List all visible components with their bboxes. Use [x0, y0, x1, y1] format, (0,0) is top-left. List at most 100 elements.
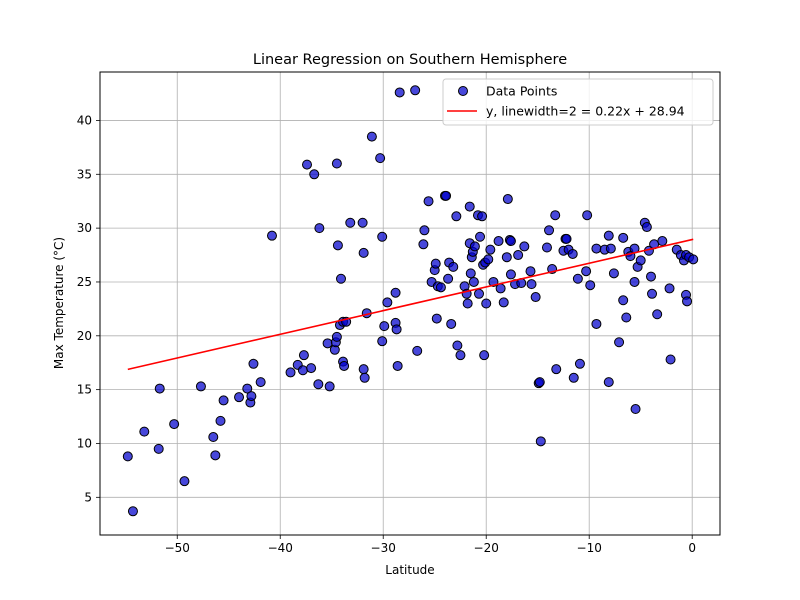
data-point [345, 217, 356, 228]
data-point [544, 225, 555, 236]
data-point [455, 350, 466, 361]
data-point [614, 337, 625, 348]
data-point [127, 506, 138, 517]
data-point [298, 350, 309, 361]
x-tick-label: −10 [577, 541, 602, 555]
data-point [215, 415, 226, 426]
data-point [513, 250, 524, 261]
data-point [266, 230, 277, 241]
data-point [451, 211, 462, 222]
y-tick-label: 10 [77, 436, 92, 450]
data-point [331, 158, 342, 169]
data-point [645, 271, 656, 282]
data-point [332, 240, 343, 251]
x-tick-label: −50 [165, 541, 190, 555]
data-point [585, 280, 596, 291]
data-point [629, 276, 640, 287]
data-point [195, 381, 206, 392]
regression-line [127, 238, 694, 371]
data-point [443, 273, 454, 284]
data-point [465, 268, 476, 279]
x-tick-label: 0 [688, 541, 696, 555]
data-point [505, 236, 516, 247]
data-point [462, 298, 473, 309]
data-point [391, 324, 402, 335]
data-point [682, 296, 693, 307]
data-point [630, 404, 641, 415]
data-point [314, 223, 325, 234]
y-axis-title: Max Temperature (°C) [52, 237, 66, 369]
data-point [313, 379, 324, 390]
x-tick-label: −30 [371, 541, 396, 555]
data-point [302, 159, 313, 170]
data-point [377, 336, 388, 347]
plot-frame [99, 71, 721, 536]
data-point [635, 255, 646, 266]
data-point [464, 201, 475, 212]
data-point [664, 283, 675, 294]
data-point [430, 258, 441, 269]
x-tick-label: −20 [474, 541, 499, 555]
data-point [255, 377, 266, 388]
y-tick-label: 5 [84, 490, 92, 504]
data-point [541, 242, 552, 253]
data-point [477, 211, 488, 222]
data-point [498, 297, 509, 308]
data-point [591, 318, 602, 329]
data-point [493, 236, 504, 247]
legend-label-regression-line: y, linewidth=2 = 0.22x + 28.94 [486, 104, 685, 119]
data-point [208, 432, 219, 443]
legend-box [442, 78, 714, 126]
data-point [379, 321, 390, 332]
data-point [452, 340, 463, 351]
data-point [641, 222, 652, 233]
data-point [358, 364, 369, 375]
data-point [441, 190, 452, 201]
x-axis-title: Latitude [385, 563, 434, 577]
chart-title: Linear Regression on Southern Hemisphere [253, 52, 567, 68]
data-point [551, 364, 562, 375]
data-point [603, 377, 614, 388]
data-point [382, 297, 393, 308]
data-point [169, 419, 180, 430]
data-point [377, 231, 388, 242]
data-point [582, 210, 593, 221]
data-point [567, 248, 578, 259]
data-point [234, 392, 245, 403]
data-point [431, 313, 442, 324]
data-point [468, 276, 479, 287]
regression-line-group [127, 238, 694, 371]
y-tick-label: 15 [77, 383, 92, 397]
data-point [306, 363, 317, 374]
data-point [394, 87, 405, 98]
data-point [242, 383, 253, 394]
data-point [535, 436, 546, 447]
y-tick-label: 30 [77, 221, 92, 235]
data-point [248, 358, 259, 369]
data-point [574, 358, 585, 369]
legend: Data Points y, linewidth=2 = 0.22x + 28.… [442, 78, 714, 126]
data-point [297, 365, 308, 376]
data-point [179, 476, 190, 487]
data-point [357, 217, 368, 228]
data-point [581, 266, 592, 277]
data-point [375, 153, 386, 164]
data-point [519, 241, 530, 252]
data-point [502, 194, 513, 205]
data-point [218, 395, 229, 406]
data-point [339, 360, 350, 371]
data-point [390, 287, 401, 298]
data-point [550, 210, 561, 221]
data-point [479, 350, 490, 361]
data-point [495, 283, 506, 294]
y-axis-ticks: 5 10 15 20 25 30 35 40 [77, 113, 100, 504]
data-point [410, 85, 421, 96]
data-point [481, 298, 492, 309]
legend-label-data-points: Data Points [486, 84, 557, 99]
data-point [324, 381, 335, 392]
data-point [621, 312, 632, 323]
y-tick-label: 20 [77, 329, 92, 343]
data-point [358, 247, 369, 258]
data-point [652, 309, 663, 320]
